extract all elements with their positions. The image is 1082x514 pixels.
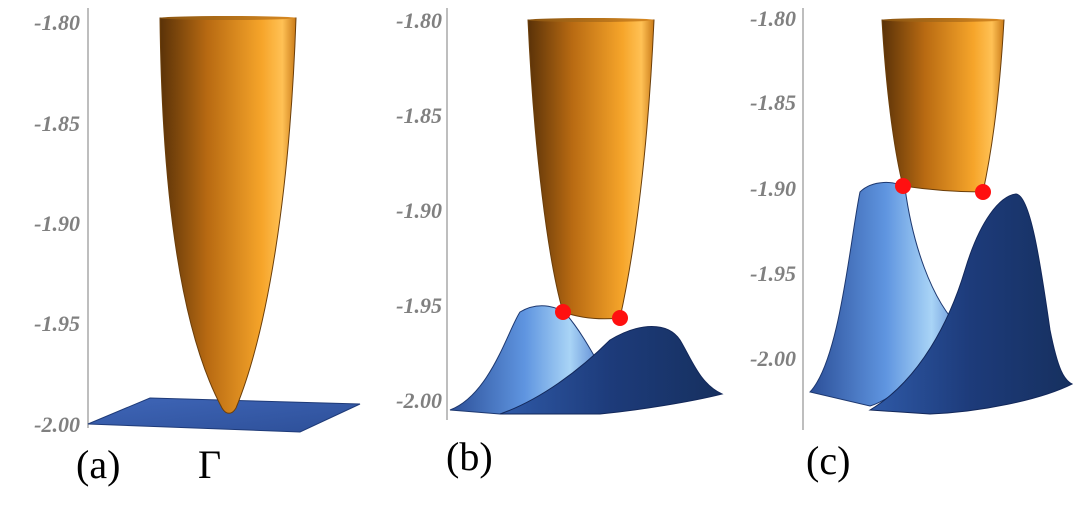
z-ticks-b: -1.80 -1.85 -1.90 -1.95 -2.00 xyxy=(396,8,442,413)
upper-band-rim xyxy=(160,16,296,20)
z-ticks-a: -1.80 -1.85 -1.90 -1.95 -2.00 xyxy=(34,10,80,437)
panel-label: (c) xyxy=(806,438,850,483)
crossing-point xyxy=(895,178,911,194)
upper-band-surface xyxy=(159,17,297,414)
z-tick-label: -1.90 xyxy=(396,198,442,223)
panel-label: (b) xyxy=(446,434,493,479)
crossing-point xyxy=(612,310,628,326)
z-tick-label: -1.95 xyxy=(34,311,80,336)
upper-band-rim xyxy=(528,18,654,22)
upper-band-surface xyxy=(527,19,655,320)
gamma-point-label: Γ xyxy=(198,442,221,487)
z-tick-label: -1.80 xyxy=(750,6,796,31)
z-tick-label: -1.80 xyxy=(34,10,80,35)
upper-band-rim xyxy=(882,18,1004,22)
z-tick-label: -2.00 xyxy=(34,412,80,437)
z-tick-label: -1.85 xyxy=(750,90,796,115)
z-tick-label: -2.00 xyxy=(396,388,442,413)
lower-band-surface-dark xyxy=(499,326,724,415)
z-tick-label: -1.85 xyxy=(396,103,442,128)
panel-a: -1.80 -1.85 -1.90 -1.95 -2.00 (a) Γ xyxy=(34,8,361,487)
z-tick-label: -1.80 xyxy=(396,8,442,33)
z-tick-label: -1.90 xyxy=(34,211,80,236)
z-tick-label: -2.00 xyxy=(750,346,796,371)
z-ticks-c: -1.80 -1.85 -1.90 -1.95 -2.00 xyxy=(750,6,796,371)
panel-c: -1.80 -1.85 -1.90 -1.95 -2.00 (c) xyxy=(750,6,1074,483)
panel-label: (a) xyxy=(76,442,120,487)
crossing-point xyxy=(555,304,571,320)
lower-band-surface-dark xyxy=(868,193,1074,415)
z-tick-label: -1.95 xyxy=(396,293,442,318)
upper-band-surface xyxy=(881,19,1005,193)
panel-b: -1.80 -1.85 -1.90 -1.95 -2.00 (b) xyxy=(396,8,724,479)
z-tick-label: -1.90 xyxy=(750,176,796,201)
lower-band-surface xyxy=(87,397,361,433)
z-tick-label: -1.85 xyxy=(34,111,80,136)
crossing-point xyxy=(975,184,991,200)
z-tick-label: -1.95 xyxy=(750,261,796,286)
